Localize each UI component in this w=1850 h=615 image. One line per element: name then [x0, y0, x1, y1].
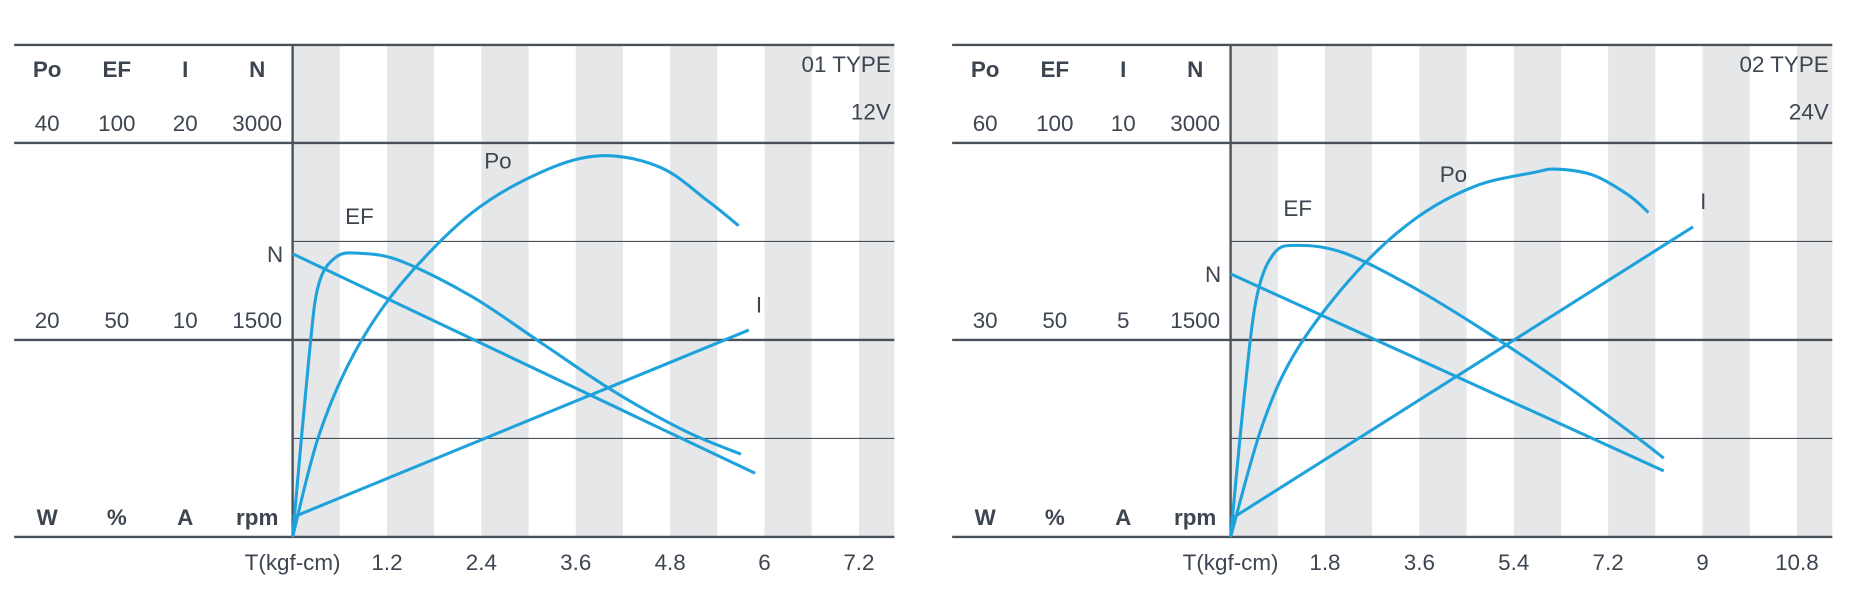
stripe: [575, 44, 623, 537]
series-line: [292, 328, 750, 519]
stripe: [670, 44, 718, 537]
x-tick-label: 2.4: [466, 550, 497, 575]
axis-unit: A: [1115, 505, 1131, 530]
y-tick-label: 30: [973, 308, 998, 333]
y-tick-label: 5: [1117, 308, 1129, 333]
chart-title: 02 TYPE: [1739, 52, 1828, 77]
x-tick-label: 6: [758, 550, 770, 575]
axis-unit: W: [975, 505, 997, 530]
stripe: [1702, 44, 1750, 537]
axis-unit: rpm: [1174, 505, 1216, 530]
x-tick-label: 3.6: [1404, 550, 1435, 575]
y-tick-label: 1500: [232, 308, 282, 333]
axis-unit: W: [37, 505, 59, 530]
axis-label: Po: [971, 57, 1000, 82]
x-tick-label: 1.2: [371, 550, 402, 575]
series-label: I: [756, 292, 762, 317]
y-tick-label: 10: [1111, 111, 1136, 136]
y-tick-label: 50: [1042, 308, 1067, 333]
x-axis-label: T(kgf-cm): [1183, 550, 1279, 575]
stripe: [1419, 44, 1467, 537]
y-tick-label: 100: [98, 111, 135, 136]
series-label: Po: [484, 149, 511, 174]
series-line: [1229, 167, 1650, 538]
y-tick-label: 3000: [1170, 111, 1220, 136]
x-tick-label: 7.2: [1593, 550, 1624, 575]
x-axis-label: T(kgf-cm): [245, 550, 341, 575]
y-tick-label: 50: [104, 308, 129, 333]
x-tick-label: 4.8: [655, 550, 686, 575]
x-tick-label: 3.6: [560, 550, 591, 575]
axis-label: N: [1187, 57, 1203, 82]
chart-subtitle: 24V: [1789, 99, 1829, 124]
axis-label: N: [249, 57, 265, 82]
axis-label: EF: [1040, 57, 1069, 82]
x-tick-label: 10.8: [1775, 550, 1819, 575]
stripe: [764, 44, 812, 537]
y-tick-label: 10: [173, 308, 198, 333]
axis-label: I: [182, 57, 188, 82]
chart-subtitle: 12V: [851, 99, 891, 124]
y-tick-label: 60: [973, 111, 998, 136]
series-label: I: [1700, 189, 1706, 214]
series-label: N: [267, 242, 283, 267]
x-tick-label: 1.8: [1309, 550, 1340, 575]
chart-title: 01 TYPE: [802, 52, 891, 77]
series-line: [1229, 225, 1694, 521]
series-label: Po: [1440, 162, 1467, 187]
series-label: EF: [1283, 196, 1312, 221]
series-line: [1229, 272, 1665, 473]
y-tick-label: 1500: [1170, 308, 1220, 333]
x-tick-label: 7.2: [843, 550, 874, 575]
stripe: [858, 44, 895, 537]
series-line: [291, 251, 742, 538]
x-tick-label: 9: [1696, 550, 1708, 575]
y-tick-label: 20: [173, 111, 198, 136]
series-line: [291, 154, 740, 538]
series-label: EF: [345, 204, 374, 229]
x-tick-label: 5.4: [1498, 550, 1529, 575]
y-tick-label: 100: [1036, 111, 1073, 136]
y-tick-label: 40: [35, 111, 60, 136]
axis-label: EF: [102, 57, 131, 82]
axis-unit: %: [107, 505, 127, 530]
axis-label: I: [1120, 57, 1126, 82]
y-tick-label: 3000: [232, 111, 282, 136]
stripe: [1513, 44, 1561, 537]
stripe: [481, 44, 529, 537]
series-line: [291, 252, 756, 475]
series-line: [1229, 243, 1665, 538]
axis-unit: rpm: [236, 505, 278, 530]
stripe: [1324, 44, 1373, 537]
y-tick-label: 20: [35, 308, 60, 333]
axis-label: Po: [33, 57, 62, 82]
axis-unit: A: [177, 505, 193, 530]
stripe: [1796, 44, 1833, 537]
series-label: N: [1205, 262, 1221, 287]
axis-unit: %: [1045, 505, 1065, 530]
